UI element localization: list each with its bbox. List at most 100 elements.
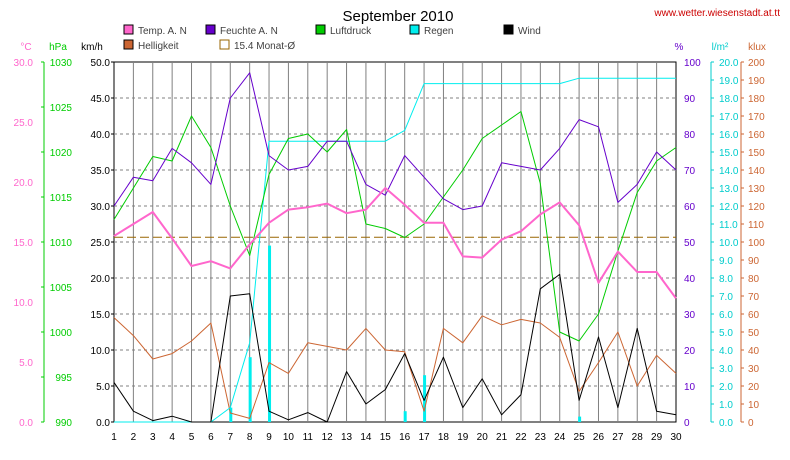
rain-daily-bar <box>248 357 252 422</box>
y-tick-label-lm2: 20.0 <box>719 58 739 69</box>
y-tick-label-pct: 100 <box>684 58 701 69</box>
y-tick-label-kmh: 15.0 <box>91 310 111 321</box>
y-tick-label-kmh: 30.0 <box>91 202 111 213</box>
x-tick-label: 14 <box>360 432 372 443</box>
y-tick-label-kmh: 50.0 <box>91 58 111 69</box>
y-tick-label-klux: 10 <box>748 400 760 411</box>
axis-unit-kmh: km/h <box>81 42 103 53</box>
x-tick-label: 2 <box>131 432 137 443</box>
y-tick-label-klux: 80 <box>748 274 760 285</box>
legend-swatch <box>503 24 514 35</box>
y-tick-label-lm2: 9.0 <box>719 256 733 267</box>
y-tick-label-kmh: 10.0 <box>91 346 111 357</box>
x-tick-label: 26 <box>593 432 605 443</box>
y-tick-label-hpa: 990 <box>55 418 72 429</box>
y-tick-label-temp: 15.0 <box>14 238 34 249</box>
axis-unit-temp: °C <box>20 42 31 53</box>
y-tick-label-pct: 40 <box>684 274 696 285</box>
y-tick-label-klux: 100 <box>748 238 765 249</box>
y-tick-label-pct: 80 <box>684 130 696 141</box>
y-tick-label-klux: 200 <box>748 58 765 69</box>
x-tick-label: 11 <box>303 432 314 443</box>
x-tick-label: 23 <box>535 432 547 443</box>
y-tick-label-kmh: 5.0 <box>96 382 110 393</box>
y-tick-label-lm2: 3.0 <box>719 364 733 375</box>
y-tick-label-klux: 90 <box>748 256 760 267</box>
plot-area <box>113 72 677 423</box>
legend-label: Wind <box>518 26 541 37</box>
y-tick-label-klux: 180 <box>748 94 765 105</box>
x-tick-label: 19 <box>457 432 469 443</box>
y-tick-label-pct: 20 <box>684 346 696 357</box>
rain-daily-bar <box>268 245 272 422</box>
y-tick-label-klux: 20 <box>748 382 760 393</box>
y-tick-label-hpa: 1030 <box>50 58 73 69</box>
legend-label: 15.4 Monat-Ø <box>234 41 295 52</box>
y-tick-label-klux: 50 <box>748 328 760 339</box>
y-tick-label-kmh: 40.0 <box>91 130 111 141</box>
axis-unit-pct: % <box>675 42 684 53</box>
axis-unit-hpa: hPa <box>49 42 67 53</box>
legend-label: Temp. A. N <box>138 26 187 37</box>
legend-swatch <box>123 24 134 35</box>
y-tick-label-lm2: 12.0 <box>719 202 739 213</box>
y-tick-label-lm2: 17.0 <box>719 112 739 123</box>
y-tick-label-lm2: 2.0 <box>719 382 733 393</box>
website-link[interactable]: www.wetter.wiesenstadt.at.tt <box>653 8 780 19</box>
rain-daily-bar <box>578 416 582 422</box>
legend-label: Helligkeit <box>138 41 179 52</box>
axis-unit-klux: klux <box>748 42 766 53</box>
x-tick-label: 20 <box>477 432 489 443</box>
y-tick-label-hpa: 1025 <box>50 103 73 114</box>
legend-label: Regen <box>424 26 453 37</box>
y-tick-label-kmh: 20.0 <box>91 274 111 285</box>
y-tick-label-klux: 110 <box>748 220 764 231</box>
x-tick-label: 8 <box>247 432 253 443</box>
y-tick-label-hpa: 1020 <box>50 148 73 159</box>
x-tick-label: 16 <box>399 432 411 443</box>
series-line-luftdruck <box>113 111 677 342</box>
y-tick-label-klux: 140 <box>748 166 765 177</box>
rain-daily-bar <box>403 411 407 422</box>
series-line-temp-a-n <box>113 187 677 299</box>
x-tick-label: 30 <box>670 432 682 443</box>
legend-swatch <box>205 24 216 35</box>
y-tick-label-pct: 10 <box>684 382 696 393</box>
y-tick-label-lm2: 5.0 <box>719 328 733 339</box>
rain-daily-bar <box>229 407 233 422</box>
y-tick-label-pct: 30 <box>684 310 696 321</box>
y-tick-label-lm2: 10.0 <box>719 238 739 249</box>
y-tick-label-pct: 50 <box>684 238 696 249</box>
y-tick-label-hpa: 1005 <box>50 283 73 294</box>
y-tick-label-lm2: 18.0 <box>719 94 739 105</box>
x-tick-label: 10 <box>283 432 295 443</box>
x-tick-label: 24 <box>554 432 566 443</box>
y-tick-label-pct: 90 <box>684 94 696 105</box>
y-tick-label-pct: 0 <box>684 418 690 429</box>
x-tick-label: 21 <box>496 432 508 443</box>
y-tick-label-lm2: 7.0 <box>719 292 733 303</box>
y-tick-label-klux: 40 <box>748 346 760 357</box>
y-tick-label-temp: 25.0 <box>14 118 34 129</box>
x-tick-label: 4 <box>169 432 175 443</box>
legend: Temp. A. N Feuchte A. N Luftdruck Regen Wind… <box>123 24 541 52</box>
y-tick-label-klux: 170 <box>748 112 765 123</box>
chart-title: September 2010 <box>343 8 454 25</box>
y-tick-label-lm2: 19.0 <box>719 76 739 87</box>
y-tick-label-kmh: 45.0 <box>91 94 111 105</box>
x-tick-label: 18 <box>438 432 450 443</box>
x-tick-label: 7 <box>227 432 233 443</box>
x-tick-label: 15 <box>380 432 392 443</box>
y-tick-label-temp: 20.0 <box>14 178 34 189</box>
x-tick-label: 1 <box>111 432 117 443</box>
y-tick-label-pct: 70 <box>684 166 696 177</box>
y-tick-label-klux: 0 <box>748 418 754 429</box>
x-tick-label: 9 <box>266 432 272 443</box>
legend-swatch <box>123 39 134 50</box>
y-tick-label-temp: 30.0 <box>14 58 34 69</box>
y-tick-label-lm2: 16.0 <box>719 130 739 141</box>
y-tick-label-kmh: 25.0 <box>91 238 111 249</box>
legend-swatch <box>409 24 420 35</box>
x-tick-label: 13 <box>341 432 353 443</box>
